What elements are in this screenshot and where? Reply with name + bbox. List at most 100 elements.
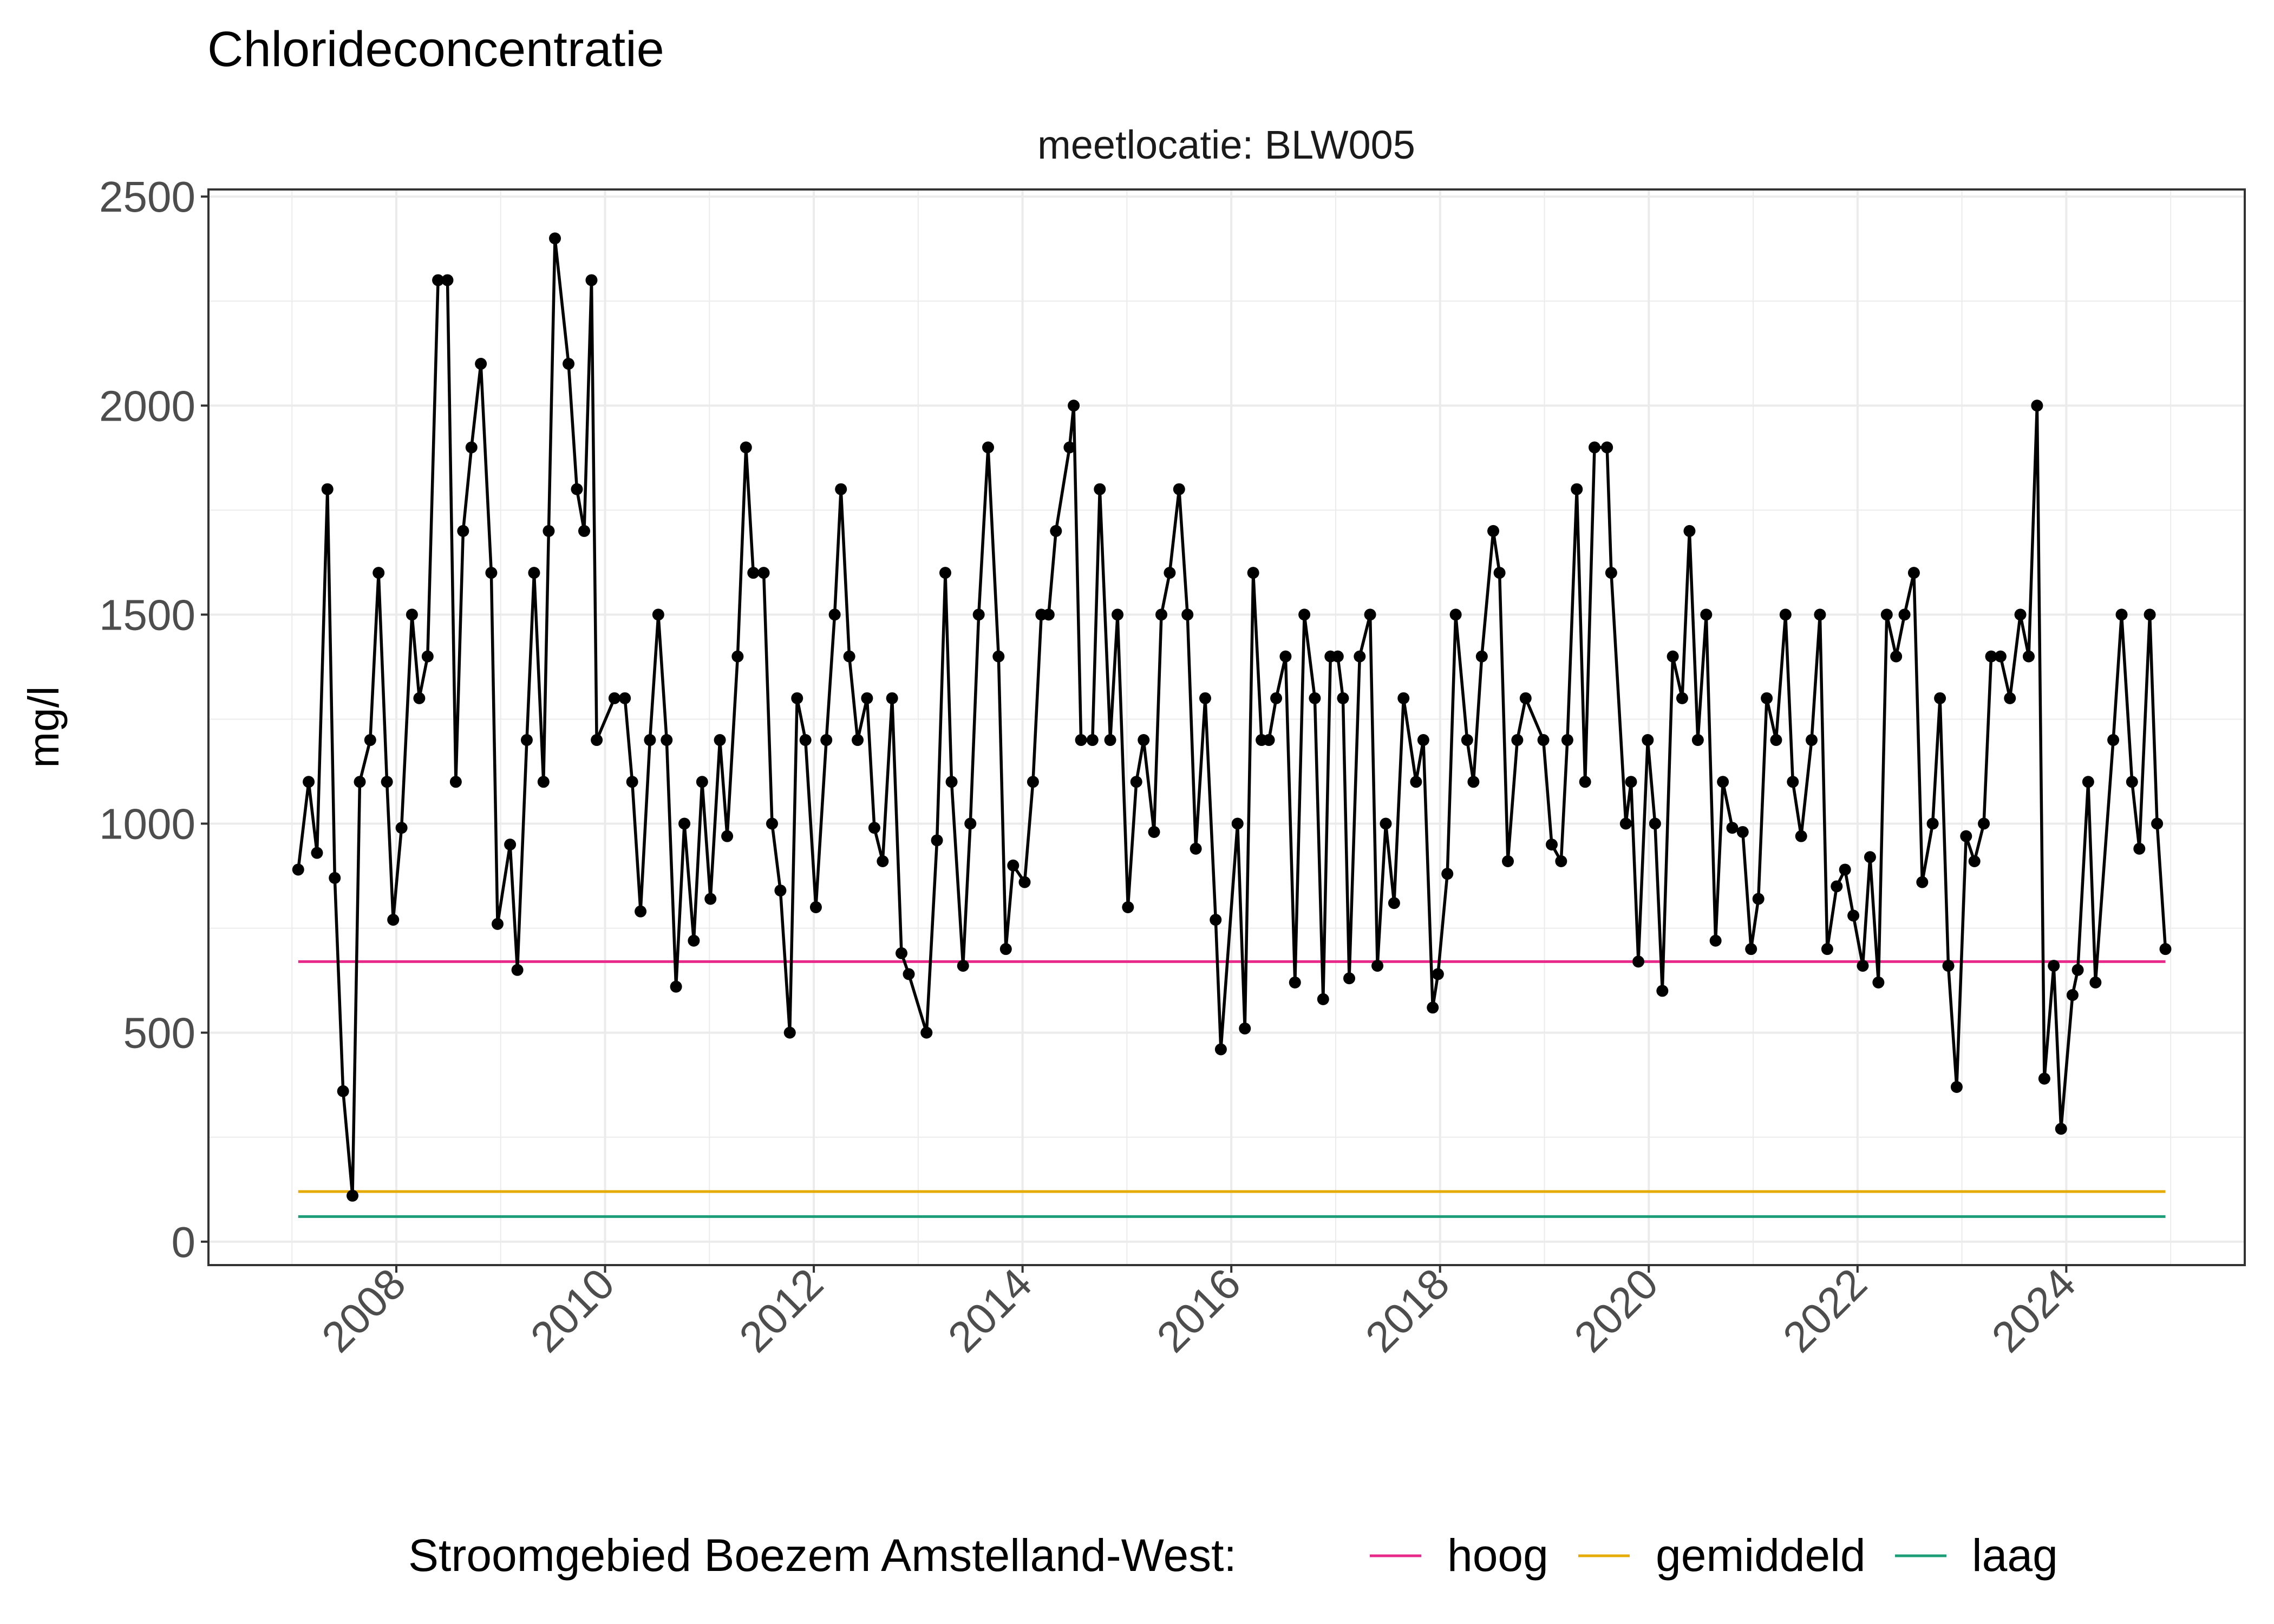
data-point xyxy=(2159,943,2172,955)
data-point xyxy=(670,980,682,993)
data-point xyxy=(1263,734,1275,746)
data-point xyxy=(504,839,517,851)
data-point xyxy=(1589,441,1601,454)
data-point xyxy=(920,1026,933,1039)
data-point xyxy=(774,885,787,897)
legend-label-hoog: hoog xyxy=(1447,1530,1548,1581)
data-point xyxy=(1493,567,1506,579)
data-point xyxy=(1726,822,1739,834)
data-point xyxy=(1619,817,1632,830)
data-point xyxy=(1968,855,1981,868)
x-tick-label: 2022 xyxy=(1774,1259,1876,1361)
data-point xyxy=(1130,776,1142,788)
data-point xyxy=(1068,400,1080,412)
data-point xyxy=(1279,650,1292,663)
data-point xyxy=(608,692,620,704)
data-point xyxy=(1331,650,1344,663)
data-point xyxy=(1683,525,1696,537)
x-tick-label: 2014 xyxy=(939,1259,1041,1361)
data-point xyxy=(1427,1001,1439,1014)
data-point xyxy=(1795,830,1807,842)
data-point xyxy=(1864,851,1876,863)
reference-lines xyxy=(298,960,2166,1218)
data-point xyxy=(364,734,376,746)
chart-title: Chlorideconcentratie xyxy=(207,22,664,77)
data-point xyxy=(1475,650,1488,663)
data-point xyxy=(1094,483,1106,495)
data-point xyxy=(1309,692,1321,704)
data-point xyxy=(549,232,561,245)
data-point xyxy=(2004,692,2016,704)
data-point xyxy=(747,567,760,579)
data-point xyxy=(1050,525,1062,537)
data-point xyxy=(2115,608,2128,621)
axes: 0 500 1000 1500 2000 2500 2008 2010 2012 2014 2016… xyxy=(99,173,2084,1361)
data-point xyxy=(1337,692,1349,704)
data-point xyxy=(1354,650,1366,663)
data-point xyxy=(1449,608,1462,621)
data-point xyxy=(1181,608,1194,621)
data-point xyxy=(1317,993,1329,1005)
legend: Stroomgebied Boezem Amstelland-West: hoo… xyxy=(408,1530,2058,1581)
data-point xyxy=(1027,776,1039,788)
data-point xyxy=(791,692,803,704)
x-tick-label: 2024 xyxy=(1983,1259,2085,1361)
data-point xyxy=(1579,776,1591,788)
data-point xyxy=(1247,567,1259,579)
data-point xyxy=(1770,734,1782,746)
data-point xyxy=(421,650,434,663)
data-point xyxy=(740,441,752,454)
data-point xyxy=(1847,909,1860,922)
data-point xyxy=(1190,842,1202,855)
data-point xyxy=(1410,776,1422,788)
data-point xyxy=(635,905,647,918)
data-point xyxy=(1289,976,1301,988)
data-point xyxy=(1667,650,1679,663)
data-point xyxy=(1934,692,1946,704)
data-point xyxy=(395,822,408,834)
data-point xyxy=(528,567,540,579)
data-point xyxy=(1397,692,1410,704)
data-point xyxy=(861,692,873,704)
data-point xyxy=(1018,876,1031,888)
data-point xyxy=(2031,400,2043,412)
gridlines xyxy=(208,189,2245,1265)
data-point xyxy=(868,822,880,834)
data-point xyxy=(2151,817,2164,830)
data-point xyxy=(1571,483,1583,495)
data-point xyxy=(1736,826,1749,838)
data-point xyxy=(1872,976,1885,988)
data-point xyxy=(903,968,915,980)
data-point xyxy=(1950,1081,1963,1093)
data-point xyxy=(1717,776,1729,788)
data-point xyxy=(1210,914,1222,926)
data-point xyxy=(799,734,812,746)
data-point xyxy=(939,567,951,579)
data-point xyxy=(678,817,691,830)
data-point xyxy=(465,441,478,454)
data-point xyxy=(1831,880,1843,893)
data-point xyxy=(1926,817,1939,830)
data-point xyxy=(1752,893,1765,905)
data-point xyxy=(652,608,664,621)
data-point xyxy=(543,525,555,537)
data-point xyxy=(957,960,969,972)
data-point xyxy=(292,863,304,876)
data-point xyxy=(1519,692,1532,704)
data-point xyxy=(457,525,469,537)
data-point xyxy=(1907,567,1920,579)
data-point xyxy=(2082,776,2094,788)
data-point xyxy=(1148,826,1160,838)
data-point xyxy=(2133,842,2146,855)
data-point xyxy=(441,274,454,286)
data-point xyxy=(537,776,550,788)
data-point xyxy=(1555,855,1567,868)
data-point xyxy=(337,1085,349,1097)
data-point xyxy=(2144,608,2156,621)
data-point xyxy=(354,776,366,788)
y-tick-label: 2000 xyxy=(99,382,195,430)
data-point xyxy=(2089,976,2102,988)
data-point xyxy=(828,608,841,621)
data-point xyxy=(1461,734,1473,746)
